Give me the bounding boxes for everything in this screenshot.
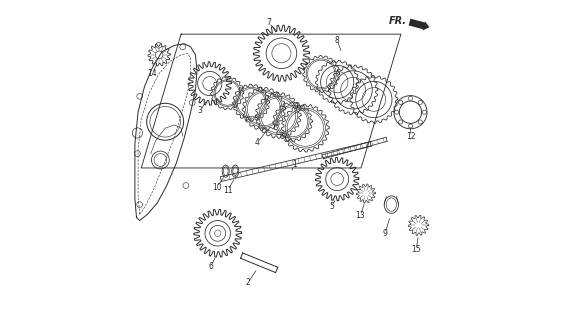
Text: FR.: FR. xyxy=(389,16,407,27)
Text: 9: 9 xyxy=(382,229,388,238)
Text: 14: 14 xyxy=(148,69,157,78)
Text: 4: 4 xyxy=(255,138,260,147)
Text: 7: 7 xyxy=(266,19,271,28)
Text: 1: 1 xyxy=(292,160,297,169)
Text: 3: 3 xyxy=(198,106,203,115)
Text: 8: 8 xyxy=(335,36,339,45)
Text: 12: 12 xyxy=(406,132,415,140)
Text: 2: 2 xyxy=(246,278,250,287)
Text: 10: 10 xyxy=(212,183,222,192)
Text: 5: 5 xyxy=(329,202,334,211)
Text: 6: 6 xyxy=(208,262,213,271)
Text: 13: 13 xyxy=(356,211,365,220)
Text: 15: 15 xyxy=(411,245,421,254)
FancyArrow shape xyxy=(409,19,430,30)
Text: 11: 11 xyxy=(223,186,233,195)
